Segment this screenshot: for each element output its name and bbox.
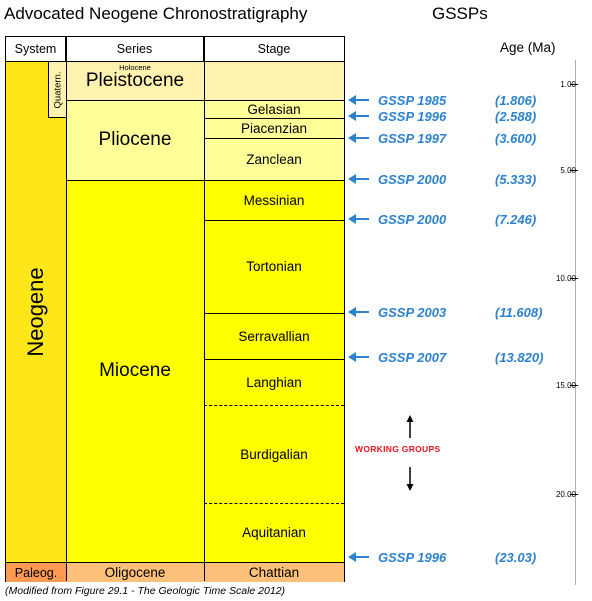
boundary-burdigalian-aquitanian-dashed	[204, 503, 344, 504]
gssp-age: (23.03)	[495, 550, 536, 565]
left-arrow-icon	[348, 172, 370, 186]
age-scale-axis	[575, 60, 576, 585]
boundary-messinian-tortonian	[204, 220, 344, 221]
left-arrow-icon	[348, 109, 370, 123]
header-system: System	[6, 37, 66, 62]
gssp-name: GSSP 1996	[378, 109, 446, 124]
chronostratigraphy-table: System Series Stage Neogene Quatern. Pal…	[5, 36, 345, 582]
stage-aquitanian: Aquitanian	[204, 503, 344, 562]
boundary-tortonian-serravallian	[204, 313, 344, 314]
gssp-name: GSSP 1997	[378, 131, 446, 146]
gssp-age: (7.246)	[495, 212, 536, 227]
boundary-piacenzian-zanclean	[204, 138, 344, 139]
stage-burdigalian: Burdigalian	[204, 405, 344, 503]
working-groups-label: WORKING GROUPS	[355, 444, 440, 454]
header-series: Series	[66, 37, 204, 62]
footnote: (Modified from Figure 29.1 - The Geologi…	[5, 585, 285, 597]
stage-pleistocene-blank	[204, 62, 344, 100]
left-arrow-icon	[348, 212, 370, 226]
stage-piacenzian: Piacenzian	[204, 118, 344, 138]
gssp-age: (2.588)	[495, 109, 536, 124]
series-miocene: Miocene	[66, 180, 204, 562]
gssp-name: GSSP 1996	[378, 550, 446, 565]
left-arrow-icon	[348, 93, 370, 107]
stage-messinian: Messinian	[204, 180, 344, 220]
gssp-age: (11.608)	[495, 305, 542, 320]
column-divider-system	[66, 37, 67, 581]
gssp-name: GSSP 2003	[378, 305, 446, 320]
system-quaternary: Quatern.	[48, 62, 66, 118]
gssps-header: GSSPs	[432, 4, 488, 24]
age-tick-label: 15.00	[542, 381, 576, 390]
stage-zanclean: Zanclean	[204, 138, 344, 180]
gssp-age: (5.333)	[495, 172, 536, 187]
left-arrow-icon	[348, 550, 370, 564]
series-pliocene: Pliocene	[66, 100, 204, 180]
gssp-age: (1.806)	[495, 93, 536, 108]
system-paleogene: Paleog.	[6, 562, 66, 582]
series-oligocene: Oligocene	[66, 562, 204, 582]
arrow-down-icon	[407, 467, 414, 491]
age-tick-label: 1.00	[542, 80, 576, 89]
stage-serravallian: Serravallian	[204, 313, 344, 359]
boundary-langhian-burdigalian-dashed	[204, 405, 344, 406]
gssp-age: (13.820)	[495, 350, 543, 365]
left-arrow-icon	[348, 305, 370, 319]
left-arrow-icon	[348, 350, 370, 364]
age-tick-label: 20.00	[542, 490, 576, 499]
left-arrow-icon	[348, 131, 370, 145]
boundary-serravallian-langhian	[204, 359, 344, 360]
series-pleistocene-label: Pleistocene	[66, 70, 204, 92]
stage-gelasian: Gelasian	[204, 100, 344, 118]
gssp-age: (3.600)	[495, 131, 536, 146]
age-axis-label: Age (Ma)	[500, 40, 556, 55]
stage-langhian: Langhian	[204, 359, 344, 405]
age-tick-label: 5.00	[542, 166, 576, 175]
system-neogene-label: Neogene	[23, 267, 49, 356]
series-pleistocene: Holocene Pleistocene	[66, 62, 204, 100]
gssp-name: GSSP 2000	[378, 172, 446, 187]
chart-title: Advocated Neogene Chronostratigraphy	[4, 4, 307, 24]
boundary-pliocene-miocene	[66, 180, 344, 181]
gssp-name: GSSP 2000	[378, 212, 446, 227]
gssp-name: GSSP 2007	[378, 350, 446, 365]
stage-tortonian: Tortonian	[204, 220, 344, 313]
header-stage: Stage	[204, 37, 344, 62]
stage-chattian: Chattian	[204, 562, 344, 582]
gssp-name: GSSP 1985	[378, 93, 446, 108]
boundary-gelasian-piacenzian	[204, 118, 344, 119]
arrow-up-icon	[407, 415, 414, 438]
age-tick-label: 10.00	[542, 274, 576, 283]
boundary-pleistocene-pliocene	[66, 100, 344, 101]
system-quaternary-label: Quatern.	[52, 71, 63, 108]
